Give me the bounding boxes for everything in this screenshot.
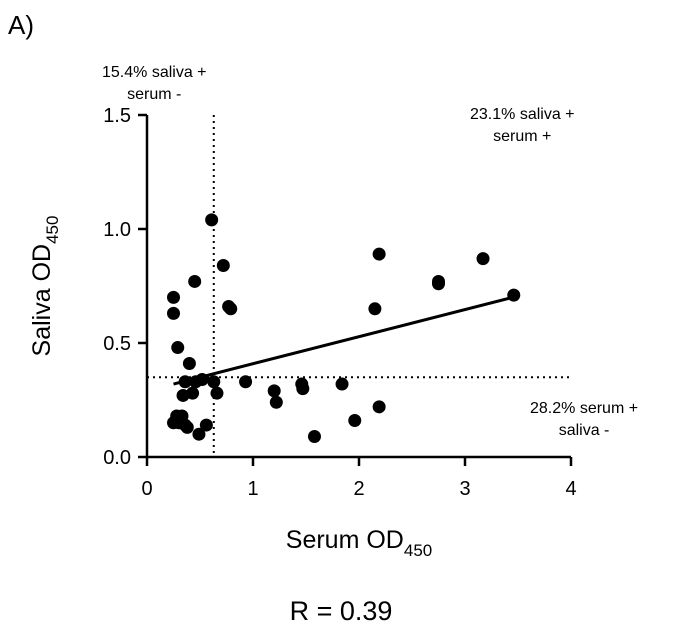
data-point — [192, 427, 206, 441]
data-point — [216, 258, 230, 272]
data-point — [178, 375, 192, 389]
cutoff-lines — [147, 115, 571, 457]
annotation-bottom-right: 28.2% serum + saliva - — [530, 398, 638, 442]
correlation-label: R = 0.39 — [289, 596, 393, 626]
axes: 0 1 2 3 4 0.0 0.5 1.0 1.5 Serum OD450 Saliva OD450 — [28, 105, 577, 560]
data-point — [171, 341, 185, 355]
data-point — [199, 418, 213, 432]
annotation-top-right-line2: serum + — [493, 128, 552, 145]
data-point — [182, 357, 196, 371]
data-point — [167, 306, 180, 320]
data-point — [239, 375, 253, 389]
data-point — [372, 400, 386, 414]
x-tick-label: 3 — [459, 478, 470, 500]
data-point — [348, 414, 362, 428]
y-axis-label-subscript: 450 — [43, 216, 62, 244]
panel-label: A) — [8, 10, 34, 40]
data-point — [372, 247, 386, 261]
x-tick-label: 4 — [565, 478, 576, 500]
data-point — [267, 384, 281, 398]
data-points — [167, 213, 521, 443]
x-axis-label-subscript: 450 — [404, 541, 432, 560]
x-axis-label: Serum OD450 — [286, 526, 432, 560]
data-point — [368, 302, 382, 316]
data-point — [172, 416, 186, 430]
annotation-top-left-line2: serum - — [127, 86, 182, 103]
data-point — [296, 382, 310, 396]
x-tick-label: 0 — [141, 478, 152, 500]
data-point — [210, 386, 224, 400]
x-tick-label: 1 — [247, 478, 258, 500]
data-point — [195, 372, 209, 386]
data-point — [167, 290, 180, 304]
y-tick-label: 0.5 — [103, 333, 131, 355]
annotation-top-right-line1: 23.1% saliva + — [470, 106, 575, 123]
data-point — [205, 213, 219, 227]
data-point — [432, 277, 445, 291]
data-point — [186, 386, 200, 400]
y-axis-label: Saliva OD450 — [28, 216, 62, 357]
data-point — [207, 375, 221, 389]
annotation-top-left-line1: 15.4% saliva + — [102, 64, 207, 81]
annotation-top-left: 15.4% saliva + serum - — [102, 62, 207, 106]
data-point — [307, 429, 321, 443]
data-point — [335, 377, 349, 391]
y-tick-label: 1.0 — [103, 219, 131, 241]
y-tick-label: 0.0 — [103, 447, 131, 469]
annotation-bottom-right-line2: saliva - — [558, 422, 610, 439]
x-tick-label: 2 — [353, 478, 364, 500]
data-point — [476, 252, 490, 266]
annotation-bottom-right-line1: 28.2% serum + — [530, 400, 639, 417]
data-point — [507, 288, 521, 302]
annotation-top-right: 23.1% saliva + serum + — [470, 104, 575, 148]
data-point — [188, 274, 202, 288]
data-point — [224, 302, 238, 316]
data-point — [269, 395, 283, 409]
y-tick-label: 1.5 — [103, 105, 131, 127]
regression-line — [173, 295, 514, 386]
regression-line-group — [173, 295, 514, 386]
